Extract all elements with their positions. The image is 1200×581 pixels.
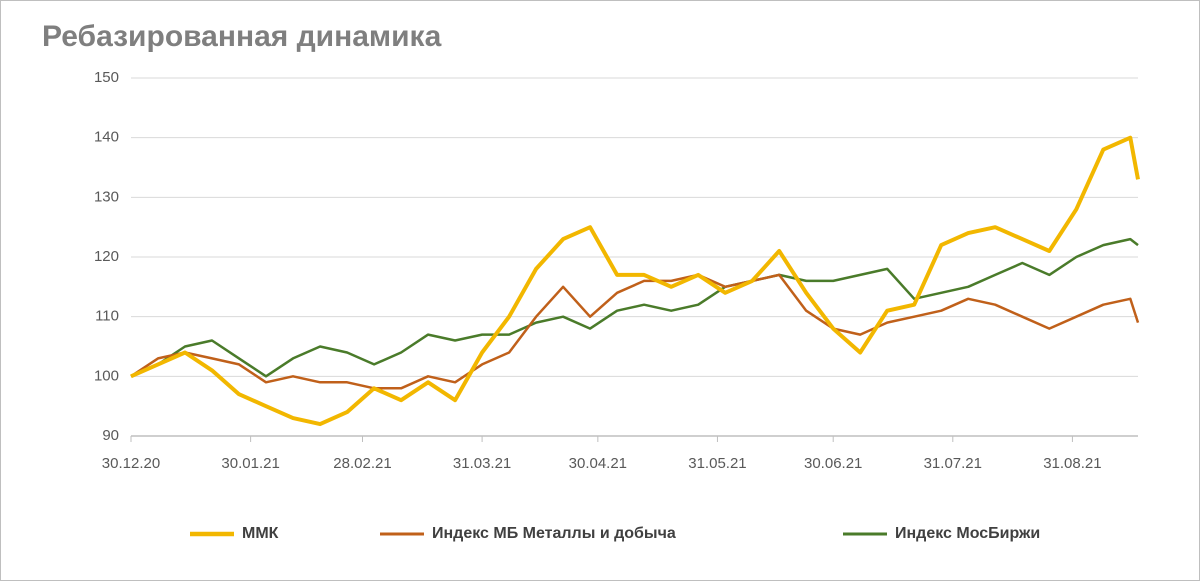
x-tick-label: 28.02.21 xyxy=(333,455,391,472)
y-tick-label: 110 xyxy=(95,308,119,325)
y-tick-label: 130 xyxy=(94,188,119,205)
x-tick-label: 30.12.20 xyxy=(102,455,160,472)
x-tick-label: 30.06.21 xyxy=(804,455,862,472)
legend-label: Индекс МосБиржи xyxy=(895,525,1040,542)
y-tick-label: 150 xyxy=(94,69,119,86)
series-line xyxy=(130,273,1140,390)
legend-label: ММК xyxy=(242,525,279,542)
series-line xyxy=(130,135,1140,427)
x-tick-label: 31.05.21 xyxy=(688,455,746,472)
x-tick-label: 31.03.21 xyxy=(453,455,511,472)
x-tick-label: 31.07.21 xyxy=(924,455,982,472)
chart-title: Ребазированная динамика xyxy=(42,20,442,53)
legend-label: Индекс МБ Металлы и добыча xyxy=(432,525,676,542)
x-tick-label: 31.08.21 xyxy=(1043,455,1101,472)
y-tick-label: 100 xyxy=(94,367,119,384)
x-tick-label: 30.01.21 xyxy=(221,455,279,472)
x-tick-label: 30.04.21 xyxy=(569,455,627,472)
y-tick-label: 140 xyxy=(94,129,119,146)
y-tick-label: 90 xyxy=(102,427,119,444)
y-tick-label: 120 xyxy=(94,248,119,265)
series-line xyxy=(130,237,1139,378)
